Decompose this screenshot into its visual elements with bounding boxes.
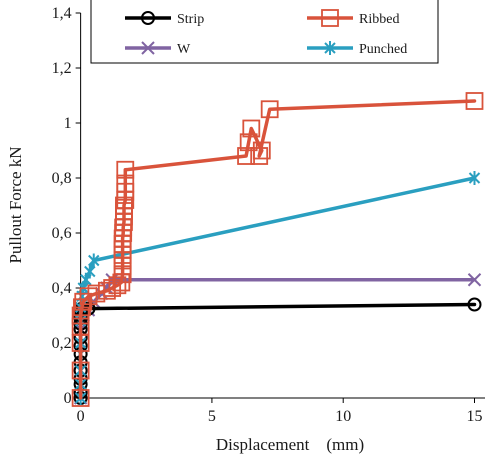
- y-tick-label: 0,4: [52, 280, 72, 297]
- legend-item-strip: Strip: [125, 11, 204, 27]
- legend-label-strip: Strip: [177, 12, 204, 27]
- legend-marker-w: [141, 41, 155, 55]
- legend-box: [90, 0, 439, 64]
- data-point-punched: [88, 253, 100, 268]
- data-point-ribbed: [116, 174, 135, 193]
- x-tick-label: 15: [466, 408, 482, 425]
- data-point-ribbed: [242, 119, 261, 138]
- legend-item-punched: Punched: [307, 41, 407, 57]
- series-ribbed: [71, 92, 484, 407]
- legend-label-punched: Punched: [359, 42, 407, 57]
- data-point-ribbed: [252, 141, 271, 160]
- series-line-w: [78, 278, 477, 400]
- legend-marker-punched: [324, 41, 336, 55]
- data-point-ribbed: [465, 92, 484, 110]
- y-axis-title: Pullout Force kN: [6, 146, 25, 263]
- data-point-punched: [84, 264, 96, 279]
- data-point-ribbed: [71, 389, 90, 407]
- series-line-ribbed: [78, 99, 477, 400]
- legend-item-ribbed: Ribbed: [307, 9, 399, 27]
- data-point-ribbed: [108, 276, 127, 295]
- legend: Strip Ribbed W Punched: [90, 0, 439, 64]
- legend-item-w: W: [125, 41, 191, 57]
- x-tick-label: 10: [335, 408, 351, 425]
- legend-label-w: W: [177, 42, 191, 57]
- data-point-w: [467, 273, 482, 287]
- series-line-strip: [78, 302, 477, 400]
- y-tick-label: 1,2: [52, 60, 72, 77]
- series-layer: [71, 92, 484, 407]
- x-tick-label: 5: [208, 408, 216, 425]
- y-tick-label: 0,8: [52, 170, 72, 187]
- series-line-punched: [78, 176, 477, 400]
- x-axis-title: Displacement (mm): [216, 435, 364, 454]
- series-punched: [74, 171, 481, 405]
- y-tick-label: 1: [64, 115, 72, 132]
- data-point-ribbed: [250, 147, 269, 165]
- legend-marker-strip: [141, 11, 155, 25]
- data-point-strip: [467, 297, 482, 312]
- data-point-ribbed: [115, 196, 133, 215]
- data-point-ribbed: [71, 361, 90, 380]
- data-point-ribbed: [103, 279, 122, 297]
- y-tick-label: 0: [64, 390, 72, 407]
- data-point-ribbed: [71, 317, 90, 336]
- legend-marker-ribbed: [321, 9, 339, 27]
- x-tick-label: 0: [77, 408, 85, 425]
- y-tick-label: 1,4: [52, 5, 72, 22]
- data-point-ribbed: [260, 100, 279, 119]
- data-point-punched: [468, 171, 481, 185]
- series-strip: [73, 297, 482, 405]
- series-w: [73, 273, 482, 405]
- data-point-ribbed: [73, 298, 91, 317]
- y-tick-label: 0,2: [52, 335, 72, 352]
- y-tick-label: 0,6: [52, 225, 72, 242]
- legend-label-ribbed: Ribbed: [359, 12, 399, 27]
- data-point-ribbed: [116, 160, 135, 179]
